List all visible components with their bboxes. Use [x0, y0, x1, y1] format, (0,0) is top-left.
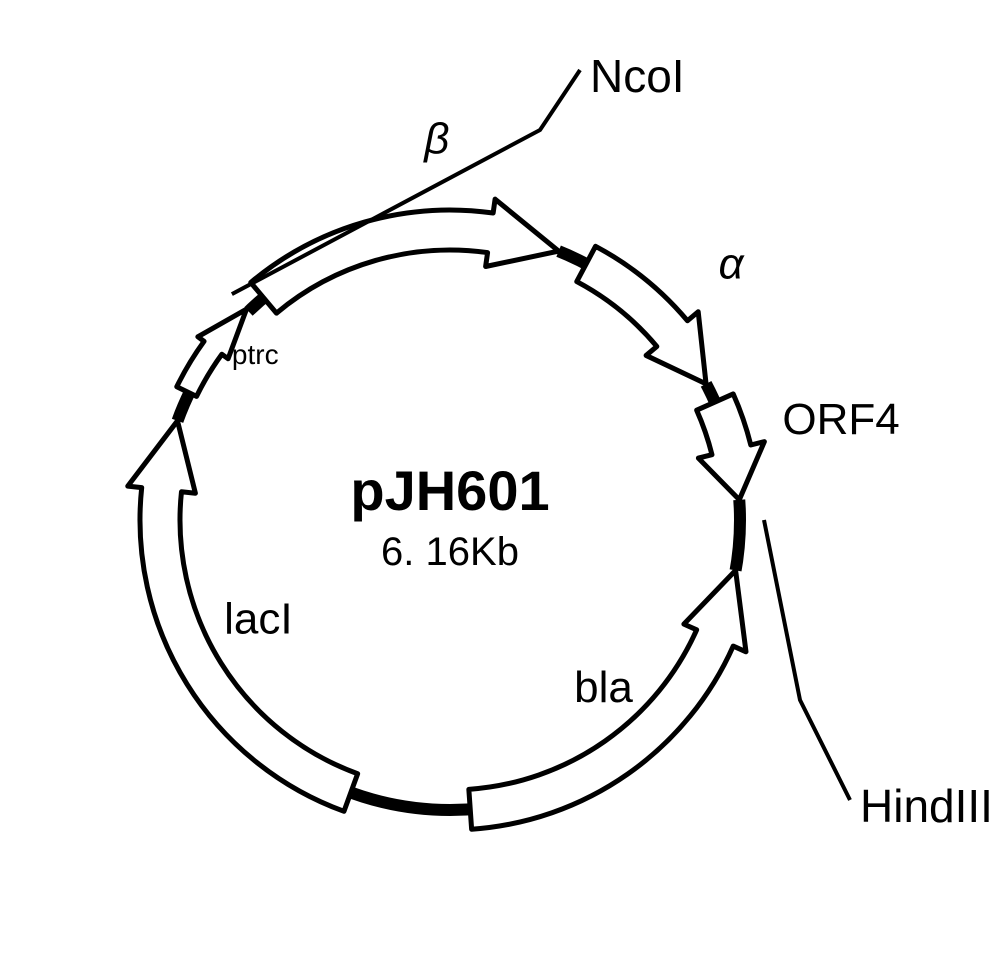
feature-arrow-beta [251, 199, 559, 313]
site-label-ncoI: NcoI [590, 50, 685, 102]
site-leader-hindIII [764, 520, 850, 800]
plasmid-name: pJH601 [350, 459, 549, 522]
feature-label-bla: bla [574, 663, 633, 712]
feature-label-lacI: lacI [224, 595, 292, 644]
site-label-hindIII: HindIII [860, 780, 993, 832]
feature-label-alpha: α [719, 240, 746, 289]
feature-label-ptrc: ptrc [232, 339, 279, 370]
plasmid-size: 6. 16Kb [381, 530, 519, 574]
feature-label-orf4: ORF4 [782, 395, 899, 444]
feature-label-beta: β [422, 115, 449, 164]
